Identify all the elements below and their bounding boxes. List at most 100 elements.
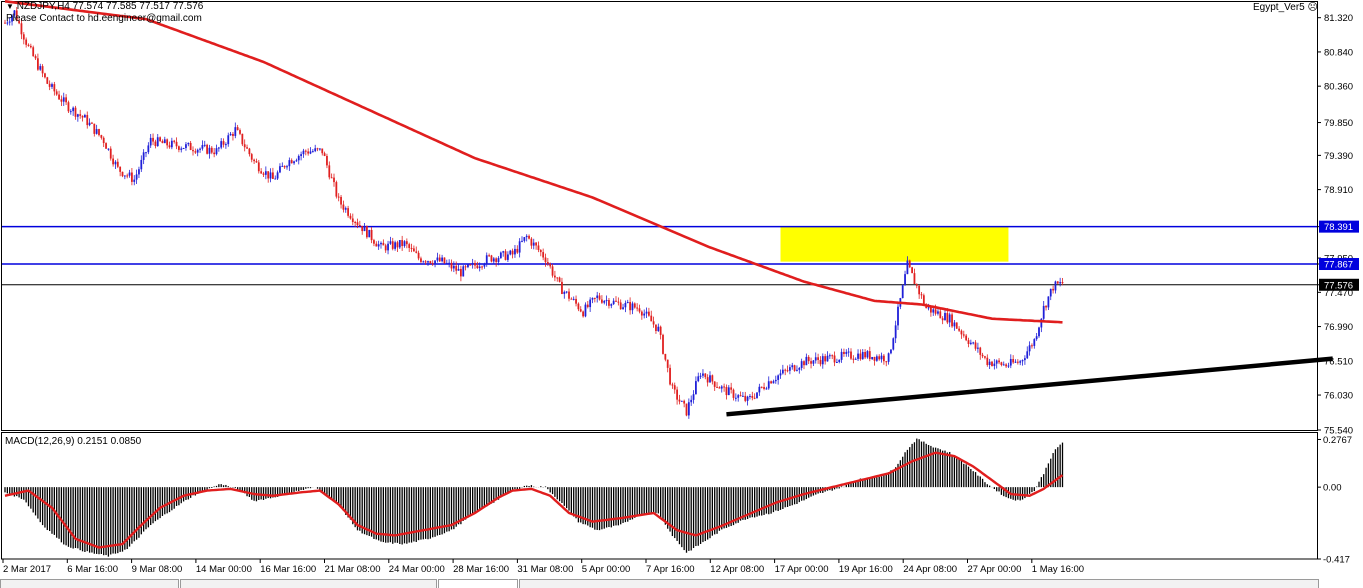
candle-body [871, 356, 874, 360]
candle-body [603, 300, 606, 303]
candle-body [51, 84, 53, 87]
candle-body [1052, 288, 1054, 291]
macd-panel-frame [1, 432, 1318, 560]
candle-body [648, 311, 650, 316]
candle-body [95, 129, 98, 134]
candle-body [608, 300, 610, 306]
candle-body [593, 297, 596, 299]
chart-tab[interactable] [519, 579, 1319, 588]
candle-body [981, 354, 984, 357]
candle-body [671, 384, 674, 386]
candle-body [262, 173, 265, 175]
candle-body [751, 395, 754, 398]
price-label-box [1319, 220, 1359, 233]
candle-body [44, 73, 46, 78]
chart-tab[interactable] [0, 579, 179, 588]
candle-body [495, 258, 498, 262]
symbol-info: ▼ NZDJPY,H4 77.574 77.585 77.517 77.576 [6, 1, 203, 12]
candle-body [354, 222, 357, 224]
candle-body [1016, 361, 1019, 363]
chart-tab-active[interactable] [438, 579, 518, 588]
candle-body [464, 266, 467, 268]
candle-body [112, 158, 114, 165]
candle-body [469, 264, 472, 266]
macd-title: MACD(12,26,9) 0.2151 0.0850 [5, 436, 142, 447]
candle-body [805, 356, 808, 366]
time-axis-label: 27 Apr 00:00 [968, 564, 1022, 575]
candle-body [460, 268, 462, 277]
candle-body [1054, 281, 1057, 291]
chart-tab[interactable] [180, 579, 437, 588]
candle-body [1056, 281, 1059, 284]
candle-body [260, 171, 263, 174]
candle-body [737, 395, 740, 398]
candle-body [309, 151, 312, 154]
candle-body [596, 295, 599, 298]
candle-body [168, 145, 171, 148]
candle-body [490, 255, 493, 262]
candle-body [25, 39, 28, 45]
candle-body [622, 307, 624, 310]
candle-body [84, 115, 86, 118]
candle-body [885, 361, 888, 363]
candle-body [86, 115, 89, 126]
candle-body [293, 161, 295, 164]
candle-body [199, 148, 201, 150]
candle-body [563, 291, 566, 294]
candle-body [742, 395, 744, 397]
price-axis-label: 78.391 [1324, 222, 1353, 233]
time-axis-label: 14 Mar 00:00 [196, 564, 252, 575]
candle-body [185, 144, 187, 149]
candle-body [716, 386, 718, 388]
candle-body [798, 367, 801, 370]
candle-body [152, 137, 154, 142]
candle-body [408, 244, 411, 248]
candle-body [208, 147, 211, 154]
candle-body [311, 151, 314, 153]
price-axis-label: 76.990 [1324, 322, 1353, 333]
candle-body [577, 303, 580, 310]
candle-body [46, 77, 49, 84]
candle-body [1021, 360, 1024, 362]
time-axis-label: 24 Mar 00:00 [389, 564, 445, 575]
moving-average-line [4, 0, 1063, 324]
candle-body [382, 242, 385, 246]
collapse-triangle-icon[interactable]: ▼ [6, 2, 14, 11]
candle-body [476, 265, 479, 269]
candle-body [746, 396, 749, 401]
candle-body [182, 148, 185, 150]
candle-body [911, 267, 913, 274]
candle-body [695, 381, 697, 395]
candle-body [605, 300, 608, 302]
candle-body [422, 261, 425, 263]
candle-body [988, 361, 991, 365]
candle-body [274, 178, 277, 180]
candle-body [375, 243, 378, 247]
time-axis-label: 9 Mar 08:00 [132, 564, 183, 575]
candle-body [901, 285, 904, 299]
candle-body [666, 359, 669, 368]
candle-body [436, 257, 439, 261]
macd-axis-label: -0.417 [1323, 555, 1350, 566]
candle-body [307, 151, 310, 154]
candle-body [523, 237, 526, 241]
candle-body [1012, 358, 1015, 363]
candle-body [530, 238, 533, 246]
candle-body [257, 162, 260, 172]
candle-body [528, 235, 530, 239]
candle-body [1000, 362, 1003, 366]
candle-body [128, 172, 131, 176]
candle-body [253, 159, 255, 162]
candle-body [546, 262, 549, 264]
candle-body [817, 357, 819, 360]
candle-body [962, 334, 965, 336]
candle-body [11, 15, 13, 22]
candle-body [514, 248, 516, 255]
candle-body [145, 152, 147, 154]
candle-body [302, 150, 305, 155]
price-axis-label: 77.470 [1324, 288, 1353, 299]
candle-body [946, 312, 949, 323]
candle-body [234, 127, 237, 136]
indicator-label: Egypt_Ver5 ☹ [1253, 2, 1318, 13]
